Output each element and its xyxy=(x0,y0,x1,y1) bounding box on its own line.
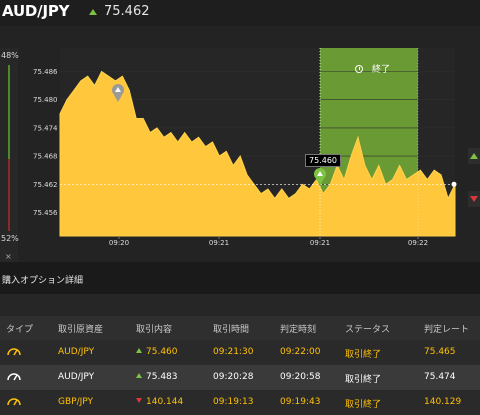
cell-asset: AUD/JPY xyxy=(58,347,95,357)
header: AUD/JPY 75.462 xyxy=(0,0,480,26)
x-tick-label: 09:21 xyxy=(209,239,229,247)
sentiment-low-line xyxy=(8,159,10,231)
high-button[interactable] xyxy=(468,148,480,164)
y-tick-label: 75.486 xyxy=(33,68,58,76)
x-tick-label: 09:22 xyxy=(408,239,428,247)
cell-price: 75.483 xyxy=(146,372,178,382)
sentiment-low: 52% xyxy=(1,234,19,243)
y-tick-label: 75.480 xyxy=(33,96,58,104)
up-arrow-icon xyxy=(89,8,97,15)
gauge-icon xyxy=(7,348,21,356)
up-arrow-icon xyxy=(136,348,142,353)
cell-trade-time: 09:19:13 xyxy=(213,397,254,407)
col-rate: 判定レート xyxy=(424,325,470,335)
x-axis: 09:20 09:21 09:21 09:22 xyxy=(109,236,428,247)
cell-judge-time: 09:22:00 xyxy=(280,347,321,357)
col-type: タイプ xyxy=(6,325,34,335)
current-price-dot xyxy=(451,181,457,187)
end-label[interactable]: 終了 xyxy=(355,62,390,75)
cell-content: 75.460 xyxy=(136,347,178,357)
details-title: 購入オプション詳細 xyxy=(2,276,84,286)
y-tick-label: 75.468 xyxy=(33,153,58,161)
gauge-icon xyxy=(7,398,21,406)
close-icon[interactable]: × xyxy=(5,252,12,261)
clock-icon xyxy=(355,64,363,73)
col-status: ステータス xyxy=(345,325,391,335)
cell-content: 75.483 xyxy=(136,372,178,382)
up-arrow-icon xyxy=(136,373,142,378)
cell-judge-time: 09:20:58 xyxy=(280,372,321,382)
x-tick-label: 09:20 xyxy=(109,239,129,247)
col-judge-time: 判定時刻 xyxy=(280,325,317,335)
chart-svg: 75.486 75.480 75.474 75.468 75.462 75.456 09:… xyxy=(33,48,457,247)
price-area xyxy=(59,70,456,237)
cell-trade-time: 09:20:28 xyxy=(213,372,254,382)
y-tick-label: 75.456 xyxy=(33,209,58,217)
cell-asset: AUD/JPY xyxy=(58,372,95,382)
sentiment-high: 48% xyxy=(1,51,19,60)
grey-marker-icon[interactable] xyxy=(112,84,124,102)
cell-rate: 140.129 xyxy=(424,397,462,407)
y-axis: 75.486 75.480 75.474 75.468 75.462 75.456 xyxy=(33,68,58,217)
down-arrow-icon xyxy=(136,398,142,403)
table-row[interactable]: AUD/JPY 75.460 09:21:30 09:22:00 取引終了 75… xyxy=(0,340,480,365)
sentiment-high-line xyxy=(8,65,10,159)
table-row[interactable]: GBP/JPY 140.144 09:19:13 09:19:43 取引終了 1… xyxy=(0,390,480,415)
cell-status: 取引終了 xyxy=(345,400,382,410)
cell-status: 取引終了 xyxy=(345,375,382,385)
cell-trade-time: 09:21:30 xyxy=(213,347,254,357)
cell-price: 140.144 xyxy=(146,397,184,407)
cell-asset: GBP/JPY xyxy=(58,397,93,407)
gauge-icon xyxy=(7,373,21,381)
col-asset: 取引原資産 xyxy=(58,325,104,335)
y-tick-label: 75.474 xyxy=(33,124,58,132)
price-chart[interactable]: 48% 52% × 75.486 75.480 75.474 75.468 75.462… xyxy=(0,26,480,266)
cell-content: 140.144 xyxy=(136,397,183,407)
end-label-text: 終了 xyxy=(372,65,391,75)
y-tick-label: 75.462 xyxy=(33,181,58,189)
cell-rate: 75.465 xyxy=(424,347,456,357)
table-row[interactable]: AUD/JPY 75.483 09:20:28 09:20:58 取引終了 75… xyxy=(0,365,480,390)
low-button[interactable] xyxy=(468,191,480,207)
cell-judge-time: 09:19:43 xyxy=(280,397,321,407)
col-content: 取引内容 xyxy=(136,325,173,335)
current-price: 75.462 xyxy=(89,4,150,19)
pair-title: AUD/JPY xyxy=(2,2,70,20)
details-separator xyxy=(0,294,480,316)
entry-price-tag: 75.460 xyxy=(305,154,341,167)
cell-price: 75.460 xyxy=(146,347,178,357)
x-tick-label: 09:21 xyxy=(310,239,330,247)
table-header: タイプ 取引原資産 取引内容 取引時間 判定時刻 ステータス 判定レート xyxy=(0,316,480,340)
cell-rate: 75.474 xyxy=(424,372,456,382)
down-arrow-icon xyxy=(470,196,478,202)
entry-marker-icon[interactable] xyxy=(314,168,326,185)
sentiment-bar: 48% 52% × xyxy=(0,48,19,266)
details-section: 購入オプション詳細 xyxy=(0,262,480,294)
col-trade-time: 取引時間 xyxy=(213,325,250,335)
current-price-value: 75.462 xyxy=(104,4,150,19)
cell-status: 取引終了 xyxy=(345,350,382,360)
up-arrow-icon xyxy=(470,153,478,159)
